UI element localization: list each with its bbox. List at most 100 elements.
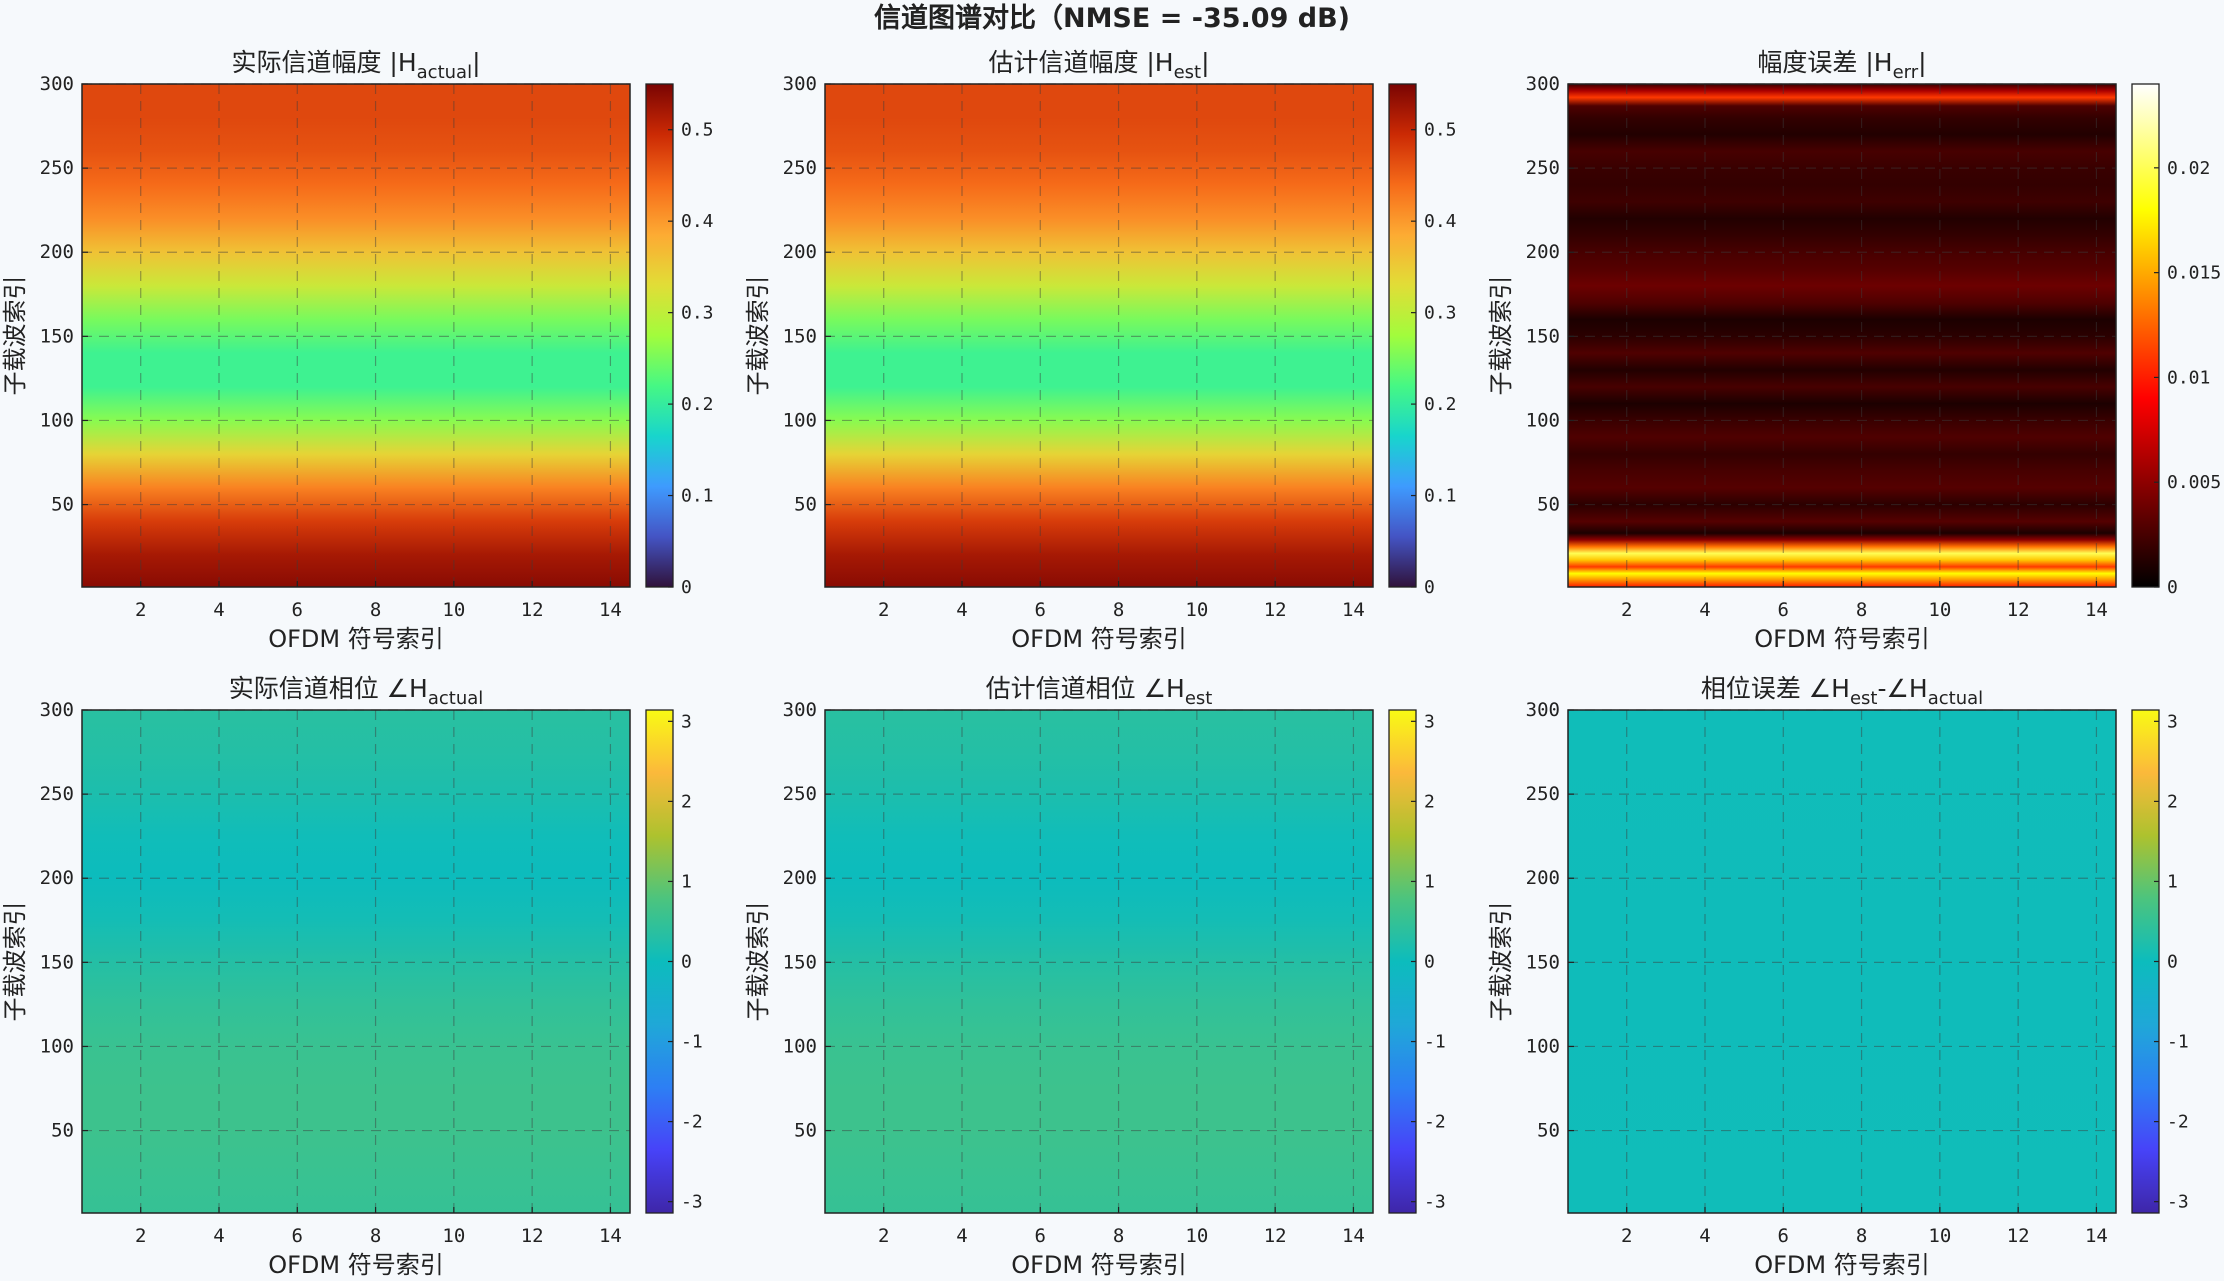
colorbar-tick-label: 1: [2167, 871, 2178, 892]
colorbar-tick-label: 0: [1424, 952, 1435, 973]
heatmap-image: [1568, 84, 2116, 587]
x-tick-label: 14: [599, 599, 622, 621]
colorbar-tick-label: -1: [1424, 1032, 1446, 1053]
x-tick-label: 2: [878, 1225, 889, 1247]
colorbar-tick-label: 0.005: [2167, 472, 2221, 493]
x-tick-label: 14: [2085, 1225, 2108, 1247]
heatmap-image: [82, 84, 630, 587]
colorbar: -3 -2 -1 0 1 2 3: [2131, 709, 2189, 1214]
y-tick-label: 250: [1526, 783, 1560, 805]
y-tick-label: 150: [783, 325, 817, 347]
x-axis-label: OFDM 符号索引: [1754, 625, 1930, 653]
colorbar-tick-label: 0: [2167, 952, 2178, 973]
x-tick-label: 4: [956, 1225, 967, 1247]
x-axis-label: OFDM 符号索引: [1754, 1251, 1930, 1279]
colorbar: -3 -2 -1 0 1 2 3: [1388, 709, 1446, 1214]
colorbar: 0 0.005 0.01 0.015 0.02: [2131, 83, 2221, 598]
y-tick-label: 100: [1526, 409, 1560, 431]
y-tick-label: 150: [40, 325, 74, 347]
x-tick-label: 6: [1778, 599, 1789, 621]
y-tick-label: 300: [40, 699, 74, 721]
y-tick-label: 200: [783, 241, 817, 263]
y-tick-label: 300: [783, 699, 817, 721]
colorbar-tick-label: -2: [1424, 1112, 1446, 1133]
y-tick-label: 300: [1526, 699, 1560, 721]
x-tick-label: 12: [521, 1225, 544, 1247]
colorbar: -3 -2 -1 0 1 2 3: [645, 709, 703, 1214]
colorbar-tick-label: -3: [681, 1192, 703, 1213]
colorbar-tick-label: 3: [681, 711, 692, 732]
colorbar-tick-label: 0.01: [2167, 367, 2210, 388]
x-tick-label: 2: [1621, 599, 1632, 621]
chart-title: 实际信道幅度 |Hactual|: [231, 48, 480, 83]
y-tick-label: 250: [40, 783, 74, 805]
x-axis-label: OFDM 符号索引: [268, 1251, 444, 1279]
y-tick-label: 150: [1526, 325, 1560, 347]
x-tick-label: 10: [1185, 599, 1208, 621]
y-axis-label: 子载波索引: [1487, 276, 1515, 396]
heatmap-image: [825, 84, 1373, 587]
chart-title: 幅度误差 |Herr|: [1757, 48, 1926, 83]
chart-mag-est: 2 4 6 8 10 12 14 50 100 150 200 250 300 估计信道幅度 |Hest|…: [744, 48, 1457, 653]
x-tick-label: 6: [292, 599, 303, 621]
colorbar-tick-label: 0.02: [2167, 158, 2210, 179]
y-tick-label: 300: [783, 73, 817, 95]
colorbar-tick-label: 1: [1424, 871, 1435, 892]
colorbar-tick-label: 0.5: [681, 120, 714, 141]
colorbar-tick-label: 2: [2167, 791, 2178, 812]
colorbar: 0 0.1 0.2 0.3 0.4 0.5: [645, 83, 714, 598]
heatmap-image: [1568, 710, 2116, 1213]
y-tick-label: 150: [783, 951, 817, 973]
colorbar-tick-label: 0: [2167, 577, 2178, 598]
colorbar-tick-label: -1: [2167, 1032, 2189, 1053]
colorbar-scale: [2131, 83, 2160, 588]
chart-title: 相位误差 ∠Hest-∠Hactual: [1701, 674, 1983, 709]
x-tick-label: 12: [2007, 1225, 2030, 1247]
chart-title: 估计信道幅度 |Hest|: [988, 48, 1209, 83]
axes-frame: [81, 83, 631, 588]
colorbar-tick-label: -3: [2167, 1192, 2189, 1213]
x-tick-label: 8: [370, 1225, 381, 1247]
x-tick-label: 14: [599, 1225, 622, 1247]
y-axis-label: 子载波索引: [1487, 902, 1515, 1022]
axes-frame: [1567, 709, 2117, 1214]
x-tick-label: 14: [2085, 599, 2108, 621]
y-axis-label: 子载波索引: [744, 276, 772, 396]
y-tick-label: 250: [1526, 157, 1560, 179]
colorbar-scale: [1388, 83, 1417, 588]
x-tick-label: 10: [1928, 1225, 1951, 1247]
x-tick-label: 6: [1035, 599, 1046, 621]
x-tick-label: 8: [1856, 1225, 1867, 1247]
colorbar-tick-label: 0.1: [681, 486, 714, 507]
colorbar-tick-label: -3: [1424, 1192, 1446, 1213]
colorbar-tick-label: 0.4: [1424, 211, 1457, 232]
x-axis-label: OFDM 符号索引: [1011, 1251, 1187, 1279]
x-tick-label: 2: [1621, 1225, 1632, 1247]
colorbar-tick-label: 0.4: [681, 211, 714, 232]
x-tick-label: 8: [1113, 599, 1124, 621]
x-tick-label: 2: [878, 599, 889, 621]
colorbar-tick-label: -2: [2167, 1112, 2189, 1133]
x-axis-label: OFDM 符号索引: [1011, 625, 1187, 653]
x-tick-label: 10: [1185, 1225, 1208, 1247]
x-tick-label: 14: [1342, 599, 1365, 621]
x-tick-label: 4: [1699, 1225, 1710, 1247]
y-tick-label: 50: [794, 494, 817, 516]
y-tick-label: 50: [51, 494, 74, 516]
colorbar-tick-label: 0.015: [2167, 263, 2221, 284]
chart-title: 实际信道相位 ∠Hactual: [229, 674, 484, 709]
y-tick-label: 200: [40, 241, 74, 263]
y-tick-label: 300: [1526, 73, 1560, 95]
axes-frame: [824, 709, 1374, 1214]
colorbar-tick-label: 0.2: [681, 394, 714, 415]
x-tick-label: 6: [1035, 1225, 1046, 1247]
x-tick-label: 10: [442, 599, 465, 621]
axes-frame: [1567, 83, 2117, 588]
x-tick-label: 14: [1342, 1225, 1365, 1247]
colorbar-tick-label: 0.1: [1424, 486, 1457, 507]
x-tick-label: 12: [2007, 599, 2030, 621]
colorbar-tick-label: 1: [681, 871, 692, 892]
x-tick-label: 4: [1699, 599, 1710, 621]
